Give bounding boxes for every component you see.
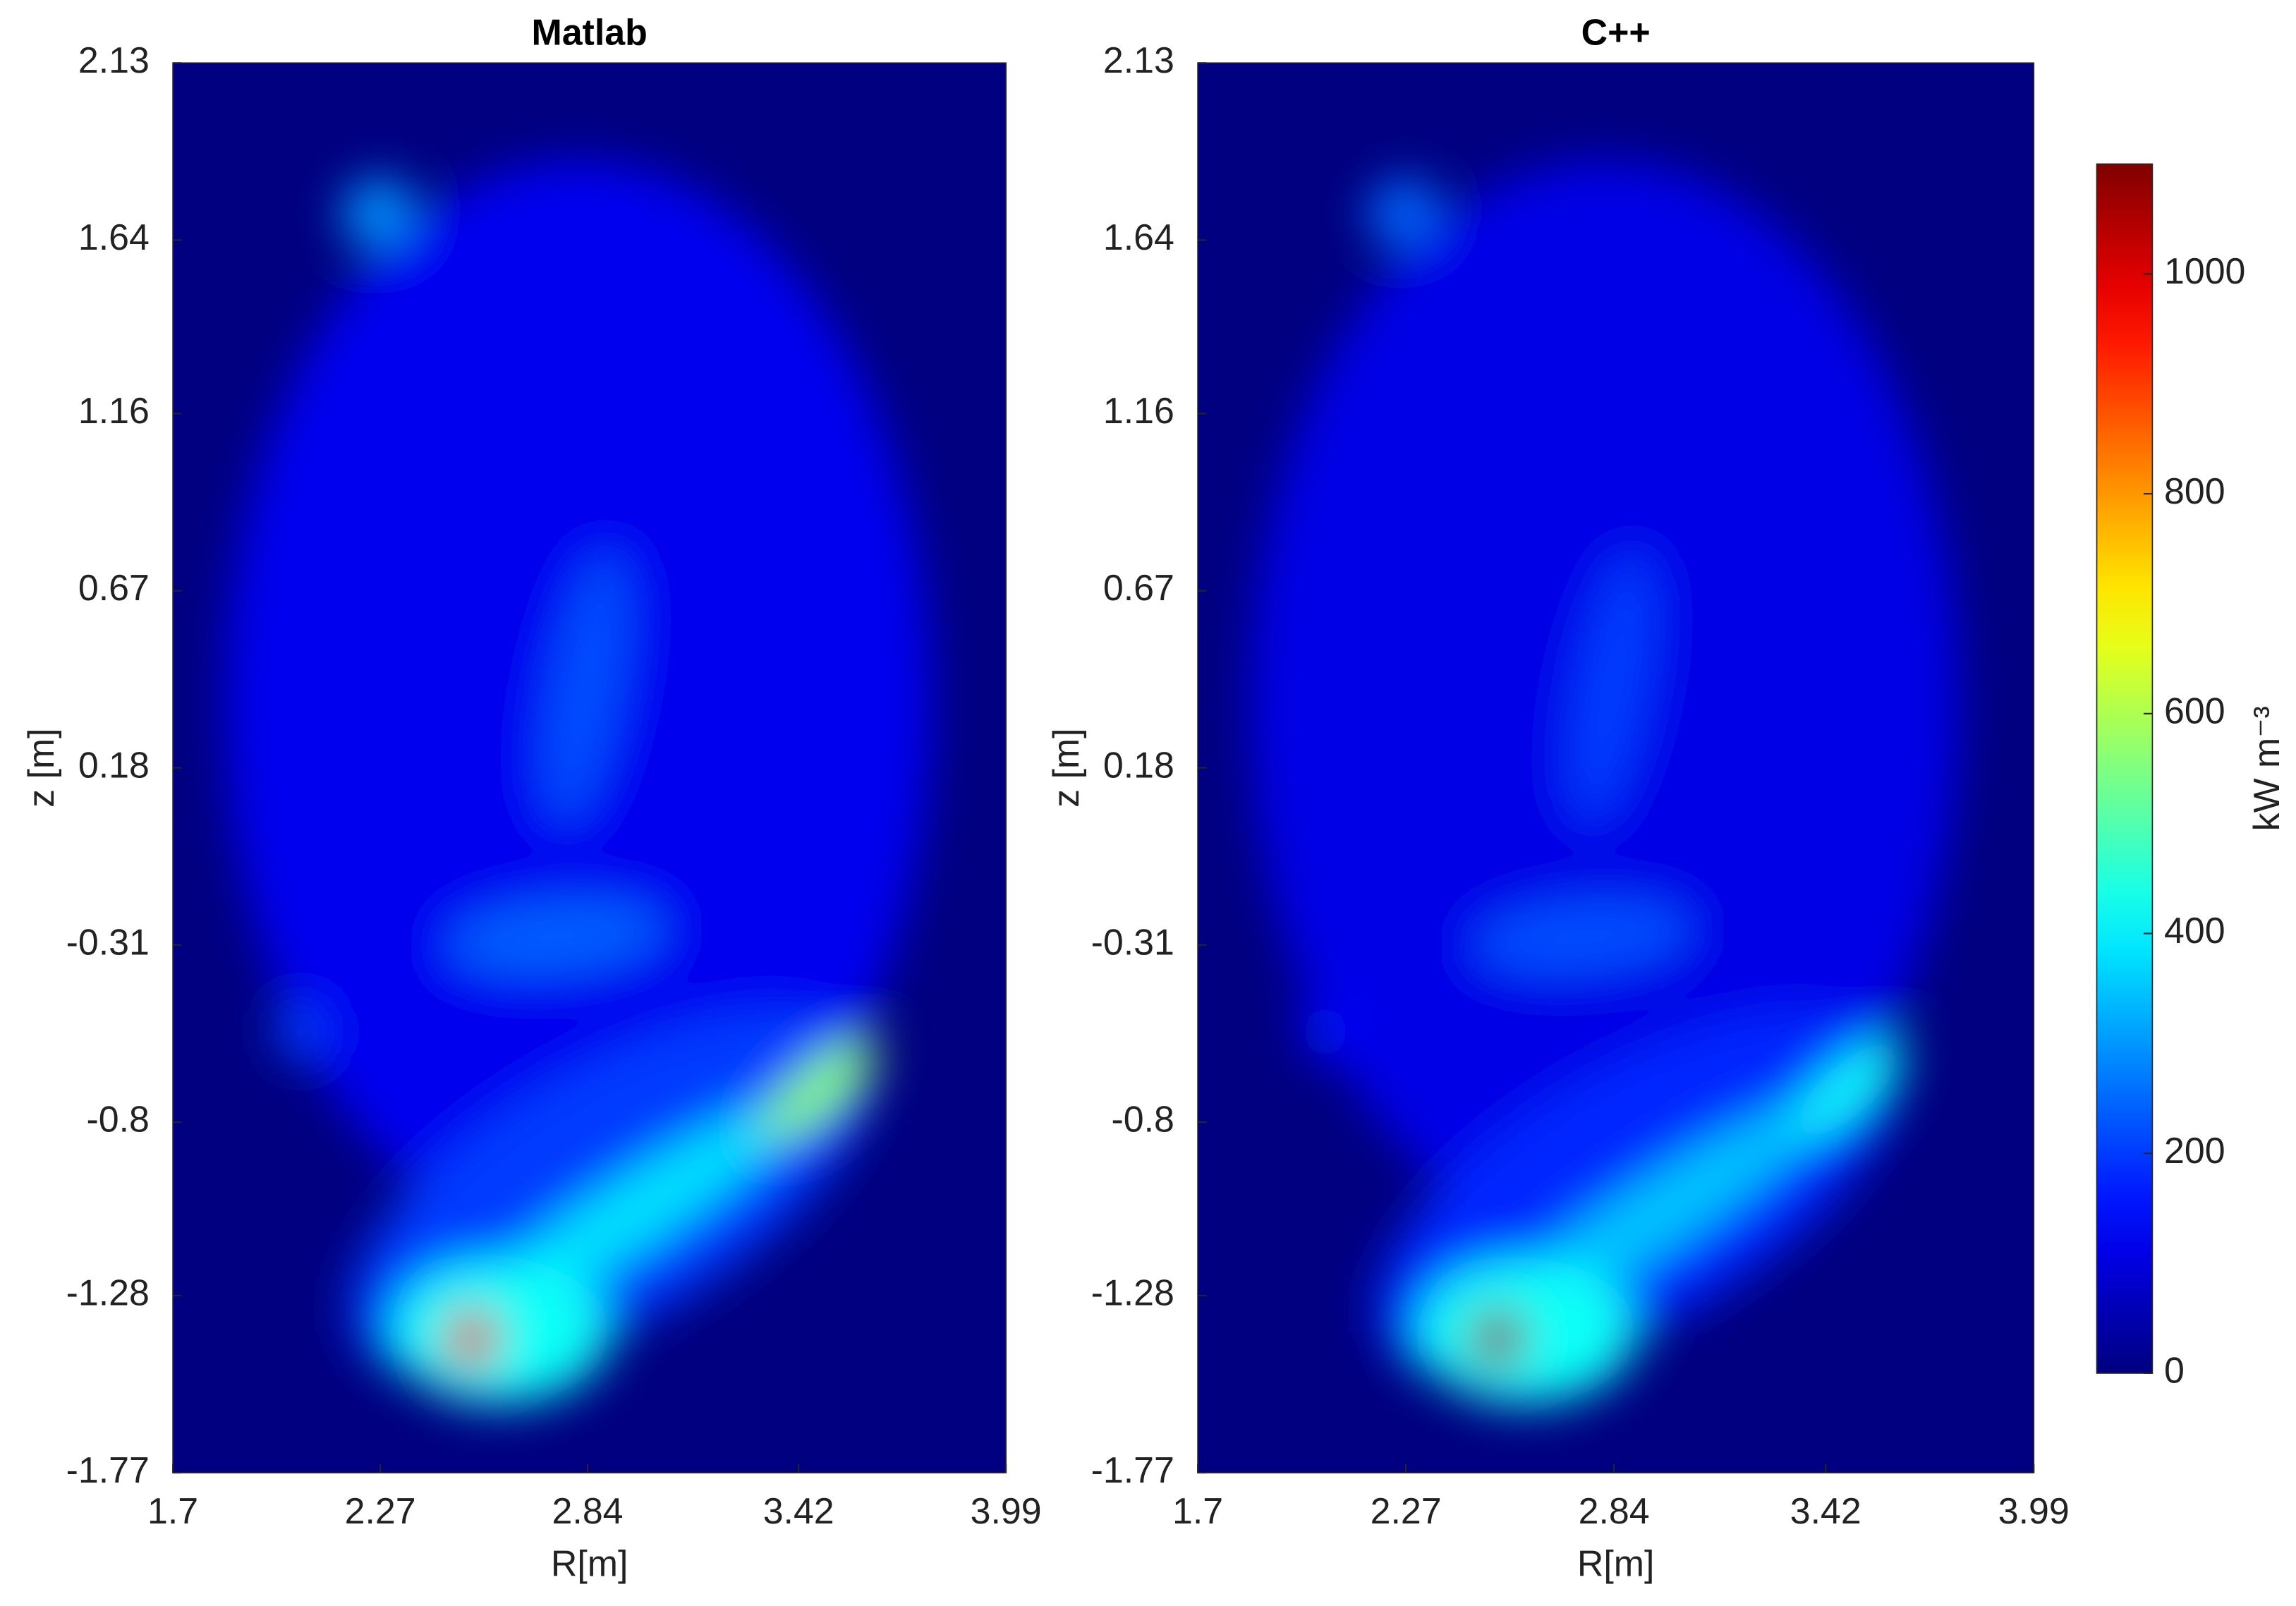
y-tick-label: 0.67 [1103, 567, 1174, 608]
y-tick-label: -1.77 [1091, 1449, 1174, 1490]
heatmap [1198, 63, 2034, 1473]
y-tick-label: 0.18 [78, 744, 150, 785]
intensity-blob [1473, 899, 1692, 975]
chart-title: C++ [1581, 12, 1651, 53]
heatmap-field [1251, 160, 1960, 1404]
colorbar [2096, 163, 2154, 1374]
y-tick-label: -0.8 [1111, 1099, 1174, 1140]
colorbar-tick-label: 200 [2164, 1130, 2225, 1171]
colorbar-tick-label: 1000 [2164, 250, 2245, 291]
y-tick-label: 1.64 [78, 217, 150, 257]
intensity-blob [1299, 1002, 1352, 1061]
colorbar-label: kW m⁻³ [2246, 706, 2287, 831]
heatmap-field [225, 160, 932, 1404]
colorbar-tick-label: 600 [2164, 690, 2225, 731]
colorbar-tick-label: 800 [2164, 470, 2225, 511]
intensity-blob [342, 178, 413, 246]
intensity-blob [447, 899, 665, 975]
x-tick-label: 1.7 [1172, 1490, 1223, 1531]
y-tick-label: -1.28 [1091, 1272, 1174, 1313]
y-tick-label: 0.18 [1103, 744, 1174, 785]
colorbar-tick-label: 400 [2164, 910, 2225, 951]
intensity-blob [1416, 1259, 1636, 1404]
x-tick-label: 2.84 [552, 1490, 624, 1531]
y-tick-label: 1.64 [1103, 217, 1174, 257]
y-tick-label: 0.67 [78, 567, 150, 608]
y-tick-label: -0.31 [1091, 922, 1174, 963]
intensity-blob [274, 1002, 326, 1061]
y-tick-label: -0.8 [87, 1099, 150, 1140]
intensity-blob [1471, 1310, 1524, 1368]
x-axis-label: R[m] [551, 1543, 628, 1584]
x-tick-label: 2.27 [1371, 1490, 1442, 1531]
y-tick-label: 1.16 [78, 390, 150, 431]
x-tick-label: 2.27 [345, 1490, 416, 1531]
intensity-blob [542, 552, 629, 824]
y-tick-label: 2.13 [78, 39, 150, 80]
y-tick-label: -1.77 [66, 1449, 150, 1490]
x-tick-label: 3.42 [1790, 1490, 1861, 1531]
heatmap [173, 63, 1007, 1473]
colorbar-tick-label: 0 [2164, 1350, 2185, 1391]
x-axis-label: R[m] [1577, 1543, 1655, 1584]
intensity-blob [1569, 552, 1656, 824]
x-tick-label: 3.99 [1998, 1490, 2070, 1531]
y-axis-label: z [m] [20, 728, 61, 807]
y-tick-label: -0.31 [66, 922, 150, 963]
chart-title: Matlab [531, 12, 647, 53]
intensity-blob [1368, 178, 1439, 246]
y-tick-label: 1.16 [1103, 390, 1174, 431]
x-tick-label: 3.99 [971, 1490, 1042, 1531]
y-axis-label: z [m] [1045, 728, 1086, 807]
intensity-blob [446, 1310, 497, 1368]
intensity-blob [1789, 1038, 1906, 1140]
x-tick-label: 2.84 [1579, 1490, 1650, 1531]
x-tick-label: 1.7 [147, 1490, 198, 1531]
y-tick-label: -1.28 [66, 1272, 150, 1313]
x-tick-label: 3.42 [763, 1490, 834, 1531]
y-tick-label: 2.13 [1103, 39, 1174, 80]
intensity-blob [391, 1259, 610, 1404]
intensity-blob [762, 1039, 879, 1140]
